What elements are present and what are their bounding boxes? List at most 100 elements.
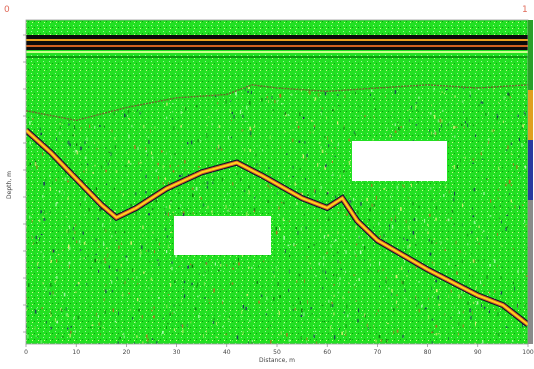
texture-mark [236, 335, 239, 340]
texture-mark [472, 215, 475, 218]
texture-mark [369, 93, 371, 96]
texture-mark [64, 177, 67, 181]
texture-mark [415, 244, 417, 246]
texture-mark [347, 314, 349, 318]
texture-mark [383, 233, 385, 238]
texture-mark [108, 265, 111, 269]
texture-mark [197, 282, 199, 287]
texture-mark [84, 194, 86, 199]
texture-mark [80, 146, 82, 151]
texture-mark [525, 94, 527, 97]
texture-mark [380, 339, 383, 343]
texture-mark [126, 174, 128, 176]
texture-mark [525, 224, 527, 226]
texture-mark [248, 100, 251, 105]
texture-mark [58, 131, 61, 135]
texture-mark [98, 322, 100, 326]
texture-mark [228, 208, 230, 212]
texture-mark [394, 90, 397, 94]
texture-mark [235, 91, 237, 96]
texture-mark [480, 152, 482, 156]
texture-mark [65, 210, 66, 212]
texture-mark [139, 161, 142, 164]
texture-mark [111, 235, 113, 238]
texture-mark [84, 214, 85, 216]
texture-mark [96, 147, 98, 150]
texture-mark [191, 140, 193, 145]
texture-mark [345, 324, 347, 328]
texture-mark [413, 218, 415, 221]
texture-mark [455, 103, 457, 105]
texture-mark [357, 318, 359, 323]
texture-mark [56, 137, 58, 141]
texture-mark [156, 259, 159, 262]
texture-mark [446, 219, 447, 222]
texture-mark [451, 210, 454, 213]
texture-mark [279, 295, 281, 298]
texture-mark [473, 220, 476, 224]
texture-mark [276, 231, 278, 235]
texture-mark [453, 125, 455, 129]
texture-mark [119, 191, 121, 193]
texture-mark [134, 321, 136, 324]
texture-mark [462, 324, 464, 328]
texture-mark [102, 141, 104, 143]
texture-mark [222, 326, 224, 328]
texture-mark [496, 113, 498, 116]
texture-mark [128, 134, 130, 139]
texture-mark [496, 117, 498, 121]
texture-mark [175, 254, 177, 258]
texture-mark [45, 179, 47, 182]
texture-mark [259, 86, 261, 88]
texture-mark [454, 265, 457, 267]
corner-label-right: 1 [522, 5, 528, 15]
texture-mark [52, 291, 54, 295]
texture-mark [451, 210, 453, 213]
texture-mark [164, 227, 167, 231]
texture-mark [63, 191, 65, 196]
texture-mark [468, 274, 470, 277]
texture-mark [488, 112, 489, 116]
texture-mark [50, 326, 52, 330]
texture-mark [125, 114, 127, 118]
texture-mark [35, 235, 37, 240]
texture-mark [310, 267, 312, 269]
texture-mark [136, 335, 138, 338]
texture-mark [67, 180, 69, 183]
texture-mark [301, 192, 304, 195]
texture-mark [84, 141, 86, 145]
texture-mark [296, 202, 298, 205]
texture-mark [321, 304, 324, 307]
texture-mark [283, 201, 285, 205]
texture-mark [415, 234, 416, 239]
texture-mark [251, 340, 253, 343]
texture-mark [209, 259, 211, 261]
texture-mark [111, 290, 114, 293]
texture-mark [42, 216, 44, 218]
texture-mark [483, 192, 485, 195]
texture-mark [34, 326, 36, 330]
texture-mark [172, 312, 174, 315]
texture-mark [333, 255, 335, 257]
texture-mark [36, 165, 38, 169]
texture-mark [169, 205, 171, 209]
texture-mark [34, 309, 37, 314]
texture-mark [77, 282, 80, 285]
texture-mark [72, 237, 75, 240]
texture-mark [255, 197, 257, 201]
texture-mark [158, 242, 160, 246]
texture-mark [447, 218, 450, 222]
texture-mark [472, 259, 475, 263]
texture-mark [304, 279, 305, 283]
texture-mark [199, 196, 200, 199]
texture-mark [493, 206, 496, 209]
texture-mark [100, 260, 102, 264]
texture-mark [237, 257, 239, 261]
texture-mark [26, 296, 27, 300]
texture-mark [399, 100, 400, 103]
texture-mark [343, 170, 345, 173]
texture-mark [489, 264, 491, 267]
texture-mark [324, 91, 327, 96]
texture-mark [175, 343, 177, 344]
texture-mark [68, 244, 70, 248]
